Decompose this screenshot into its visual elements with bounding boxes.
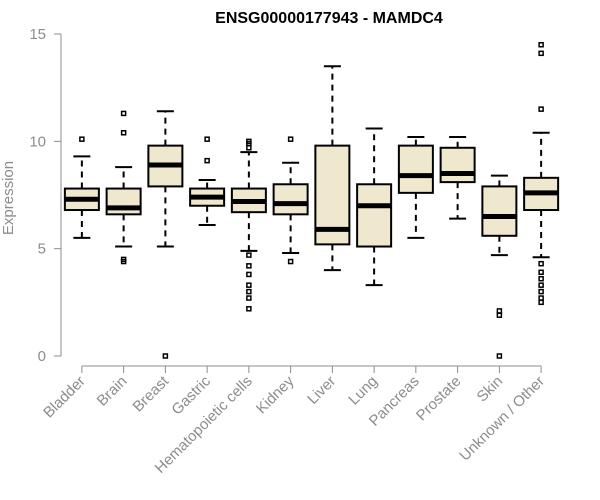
box-iqr [356, 183, 393, 248]
outlier-point [120, 256, 127, 263]
x-tick-label: Kidney [253, 372, 298, 417]
outlier-point [538, 260, 544, 267]
box-iqr [439, 146, 476, 184]
y-axis: 0 5 10 15 [29, 26, 62, 365]
outlier-point [162, 353, 169, 359]
box-iqr [272, 183, 309, 216]
chart-title: ENSG00000177943 - MAMDC4 [215, 10, 443, 27]
outlier-point [538, 106, 544, 112]
x-tick-label: Skin [474, 373, 507, 406]
box-series [63, 41, 560, 359]
outlier-point [246, 271, 252, 278]
outlier-point [496, 312, 503, 318]
outlier-point [246, 252, 252, 258]
box-iqr [105, 187, 142, 216]
x-tick-label: Bladder [40, 373, 89, 422]
outlier-point [246, 138, 252, 145]
outlier-point [120, 129, 127, 136]
outlier-point [287, 136, 294, 142]
box-group [397, 136, 434, 239]
box-iqr [397, 144, 434, 194]
box-group [189, 136, 226, 227]
box-group [356, 127, 393, 287]
y-tick-label: 0 [38, 348, 46, 365]
outlier-point [538, 50, 544, 57]
outlier-point [538, 288, 544, 295]
outlier-point [538, 275, 544, 282]
outlier-point [204, 157, 210, 164]
outlier-point [538, 295, 544, 301]
box-group [523, 41, 560, 306]
box-group [63, 136, 100, 239]
outlier-point [204, 136, 210, 142]
outlier-point [246, 263, 252, 269]
outlier-point [538, 269, 544, 276]
y-tick-label: 10 [29, 133, 46, 150]
x-tick-label: Breast [130, 372, 173, 415]
outlier-point [120, 110, 127, 117]
box-group [230, 138, 267, 312]
y-tick-label: 5 [38, 241, 46, 258]
outlier-point [496, 308, 503, 314]
box-group [147, 110, 184, 359]
box-iqr [481, 185, 518, 237]
outlier-point [79, 136, 85, 142]
box-group [105, 110, 142, 265]
x-tick-label: Prostate [413, 373, 465, 425]
box-group [314, 65, 351, 272]
box-group [481, 174, 518, 359]
outlier-point [246, 306, 252, 312]
x-tick-label: Liver [304, 373, 339, 408]
outlier-point [246, 282, 252, 288]
outlier-point [538, 299, 544, 306]
outlier-point [246, 295, 252, 301]
x-tick-label: Brain [94, 373, 131, 410]
outlier-point [246, 288, 252, 295]
y-axis-label: Expression [0, 161, 17, 235]
x-tick-label: Lung [345, 373, 381, 409]
box-group [272, 136, 309, 265]
outlier-point [538, 282, 544, 288]
outlier-point [287, 258, 294, 265]
box-group [439, 136, 476, 220]
outlier-point [496, 353, 503, 359]
y-tick-label: 15 [29, 26, 46, 43]
outlier-point [246, 145, 252, 151]
outlier-point [538, 41, 544, 48]
